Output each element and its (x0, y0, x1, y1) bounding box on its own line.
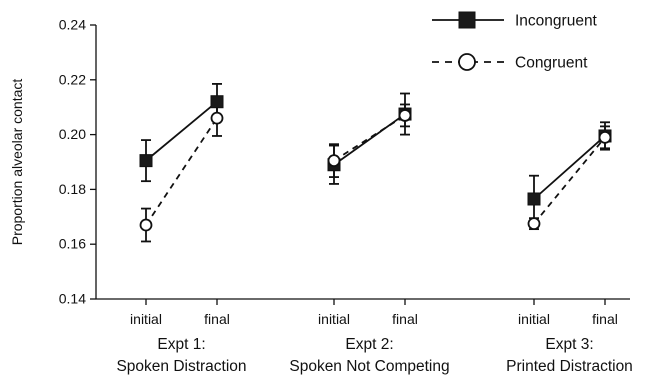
group-label-line2: Spoken Not Competing (289, 358, 449, 375)
group-label-line2: Printed Distraction (506, 358, 633, 375)
data-point-incongruent (210, 95, 224, 109)
group-label-line2: Spoken Distraction (116, 358, 246, 375)
legend-marker-square (458, 11, 476, 29)
x-tick-label: initial (130, 311, 162, 327)
data-point-congruent (598, 130, 612, 144)
y-tick-label: 0.20 (59, 126, 86, 142)
x-tick-label: final (592, 311, 618, 327)
y-axis-label: Proportion alveolar contact (9, 79, 25, 246)
x-tick-label: final (204, 311, 230, 327)
group-label-line1: Expt 3: (545, 336, 593, 353)
y-tick-label: 0.14 (59, 291, 86, 307)
data-point-congruent (139, 218, 153, 232)
data-point-congruent (327, 154, 341, 168)
group-label-line1: Expt 1: (157, 336, 205, 353)
y-tick-label: 0.16 (59, 236, 86, 252)
series-line-congruent (533, 136, 606, 225)
series-line-congruent (145, 117, 218, 226)
legend-label: Congruent (515, 55, 588, 72)
y-tick-label: 0.22 (59, 71, 86, 87)
data-point-incongruent (527, 192, 541, 206)
data-point-congruent (398, 109, 412, 122)
legend-marker-circle (458, 53, 476, 71)
y-tick-label: 0.18 (59, 181, 86, 197)
x-tick-label: initial (318, 311, 350, 327)
y-tick-label: 0.24 (59, 17, 86, 33)
data-point-incongruent (139, 154, 153, 168)
x-tick-label: final (392, 311, 418, 327)
x-tick-label: initial (518, 311, 550, 327)
data-point-congruent (210, 111, 224, 125)
series-line-incongruent (533, 135, 606, 200)
group-label-line1: Expt 2: (345, 336, 393, 353)
series-line-incongruent (145, 101, 218, 162)
legend-label: Incongruent (515, 13, 598, 30)
data-point-congruent (527, 217, 541, 231)
series-line-congruent (333, 114, 406, 162)
